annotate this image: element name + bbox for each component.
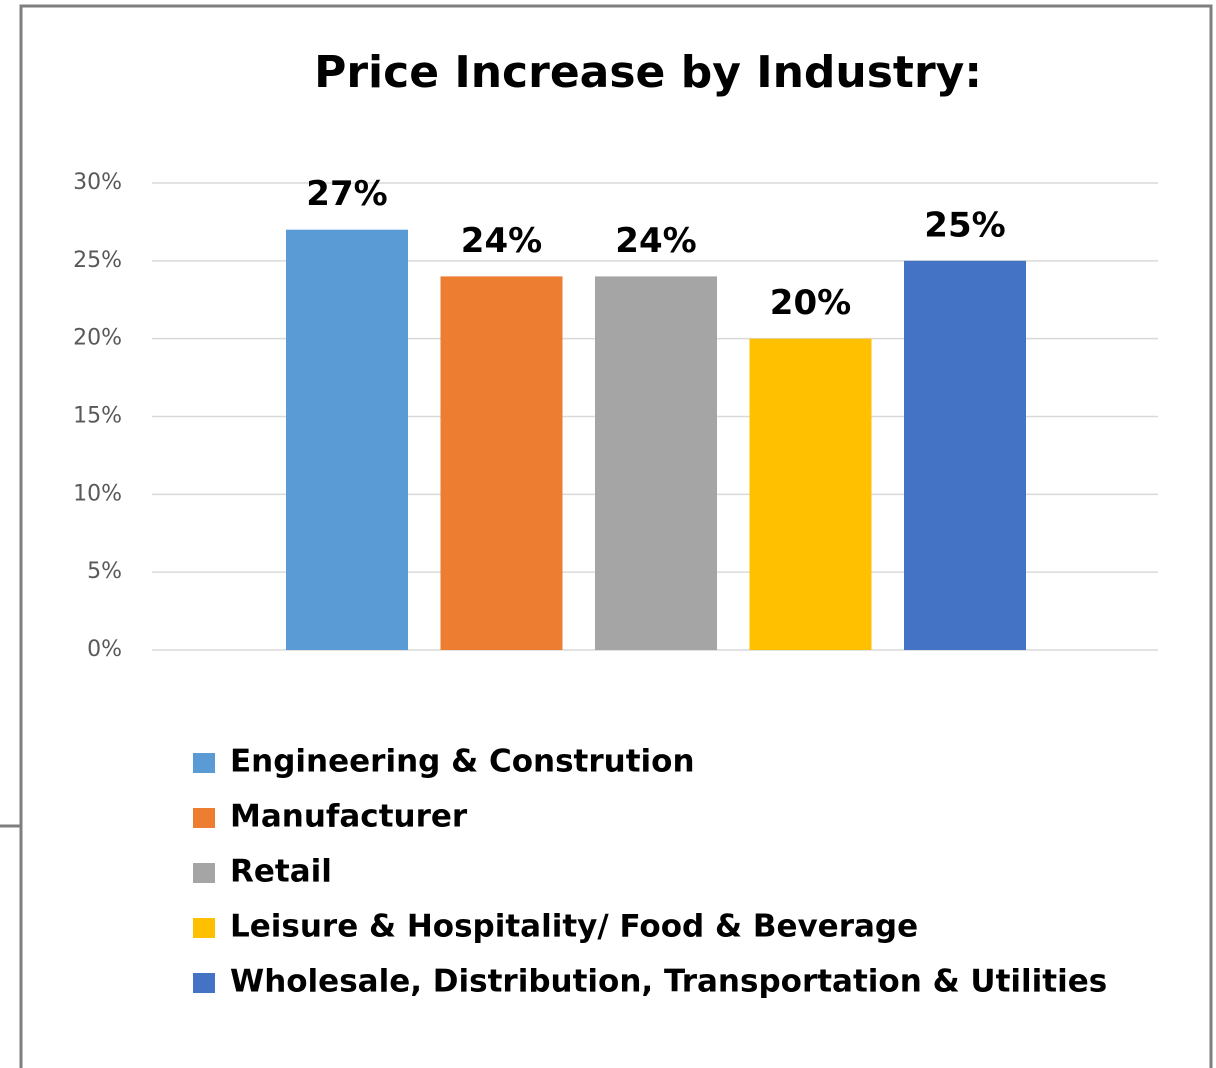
y-tick-label: 30%	[73, 170, 122, 195]
legend-swatch	[193, 753, 215, 773]
legend-swatch	[193, 808, 215, 828]
legend-label: Retail	[230, 854, 332, 890]
bar	[440, 276, 563, 650]
chart-title: Price Increase by Industry:	[314, 47, 982, 98]
data-label: 24%	[615, 221, 696, 261]
frame	[19, 4, 1213, 1068]
bar	[286, 229, 408, 650]
y-tick-label: 5%	[87, 559, 122, 584]
legend-swatch	[193, 863, 215, 883]
data-label: 27%	[306, 174, 387, 214]
legend-label: Wholesale, Distribution, Transportation …	[230, 964, 1107, 1000]
legend-label: Manufacturer	[230, 799, 468, 835]
legend-label: Engineering & Constrution	[230, 744, 695, 780]
legend-swatch	[193, 918, 215, 938]
y-tick-label: 0%	[87, 637, 122, 662]
bar	[595, 276, 717, 650]
y-tick-label: 15%	[73, 404, 122, 429]
legend-label: Leisure & Hospitality/ Food & Beverage	[230, 909, 918, 945]
y-tick-label: 10%	[73, 481, 122, 506]
bar	[904, 260, 1026, 650]
legend-swatch	[193, 973, 215, 993]
data-label: 24%	[461, 221, 542, 261]
y-tick-label: 25%	[73, 248, 122, 273]
bar	[749, 338, 872, 650]
data-label: 20%	[770, 283, 851, 323]
y-tick-label: 20%	[73, 326, 122, 351]
data-label: 25%	[924, 205, 1005, 245]
